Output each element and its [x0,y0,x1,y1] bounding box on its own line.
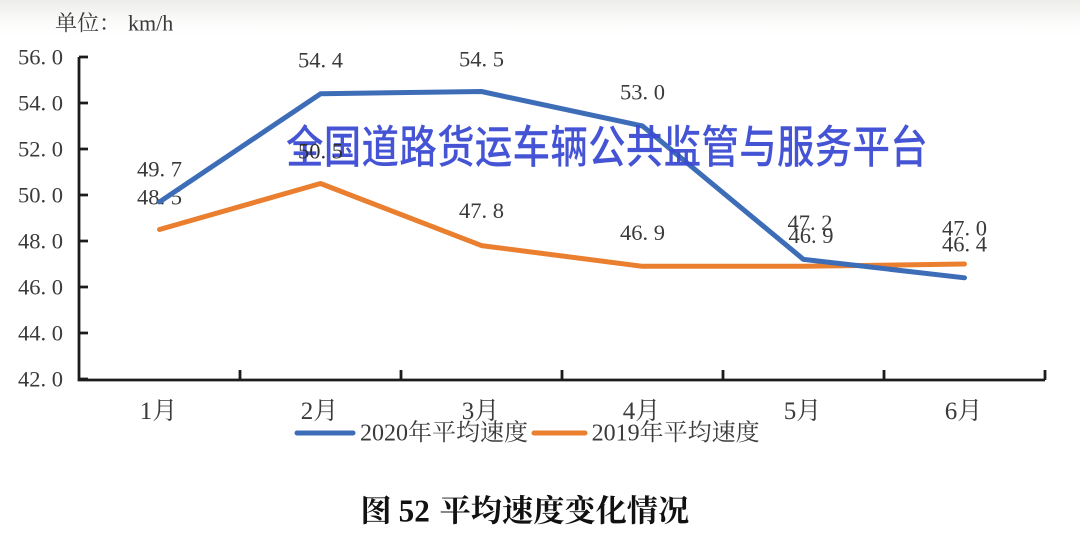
svg-text:44. 0: 44. 0 [18,321,63,346]
svg-text:4: 4 [623,398,636,425]
svg-text:2019: 2019 [592,421,640,447]
svg-text:47. 0: 47. 0 [942,216,987,241]
svg-text:2: 2 [301,398,314,425]
svg-text:56. 0: 56. 0 [18,45,63,70]
svg-text:49. 7: 49. 7 [137,157,182,182]
svg-text:48. 5: 48. 5 [137,185,182,210]
svg-text:47. 8: 47. 8 [459,198,504,223]
svg-text:53. 0: 53. 0 [620,80,665,105]
svg-text:2020: 2020 [360,421,408,447]
svg-text:km/h: km/h [128,11,173,36]
svg-text:42. 0: 42. 0 [18,367,63,392]
svg-text:46. 9: 46. 9 [620,220,665,245]
svg-text:50. 5: 50. 5 [298,139,343,164]
svg-text:52: 52 [399,494,430,529]
svg-text:54. 5: 54. 5 [459,47,504,72]
svg-text:6: 6 [945,398,958,425]
svg-text:54. 4: 54. 4 [298,48,343,73]
svg-text:47. 2: 47. 2 [788,210,833,235]
svg-text:3: 3 [462,398,475,425]
svg-text:46. 4: 46. 4 [942,232,987,257]
svg-text:46. 9: 46. 9 [789,223,834,248]
svg-text:52. 0: 52. 0 [18,137,63,162]
svg-text:5: 5 [784,398,797,425]
svg-text:50. 0: 50. 0 [18,183,63,208]
svg-text:54. 0: 54. 0 [18,91,63,116]
svg-text:48. 0: 48. 0 [18,229,63,254]
svg-text:1: 1 [140,398,153,425]
svg-text:46. 0: 46. 0 [18,275,63,300]
